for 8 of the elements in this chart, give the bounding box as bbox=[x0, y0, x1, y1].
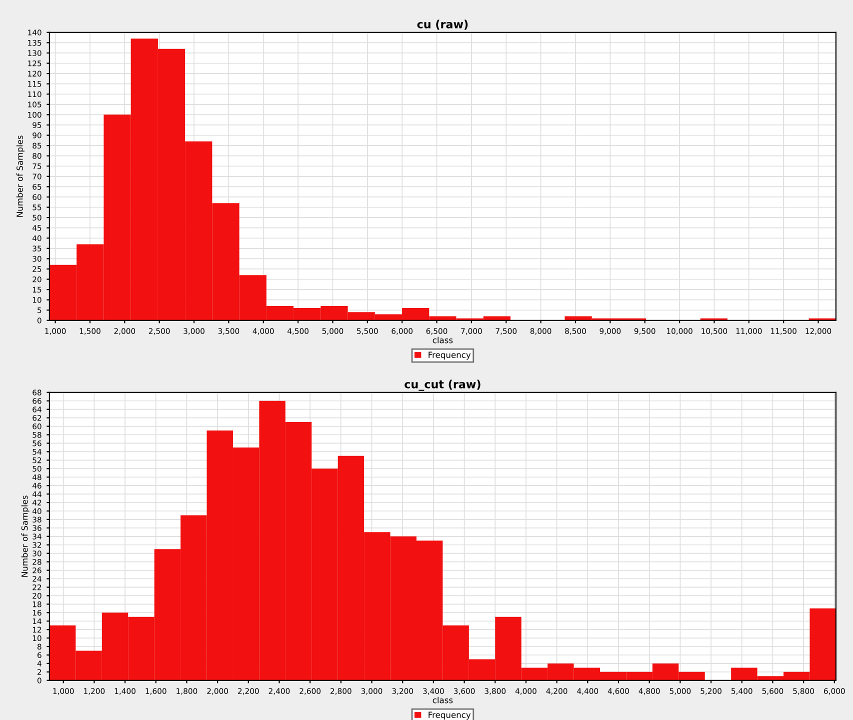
x-axis-title: class bbox=[432, 696, 453, 704]
chart-title: cu_cut (raw) bbox=[404, 380, 480, 391]
chart-title: cu (raw) bbox=[417, 20, 468, 30]
y-axis-title: Number of Samples bbox=[16, 136, 24, 217]
legend-label: Frequency bbox=[428, 352, 471, 360]
y-axis-title: Number of Samples bbox=[21, 496, 30, 577]
x-axis-title: class bbox=[432, 336, 453, 344]
legend-label: Frequency bbox=[428, 712, 471, 720]
